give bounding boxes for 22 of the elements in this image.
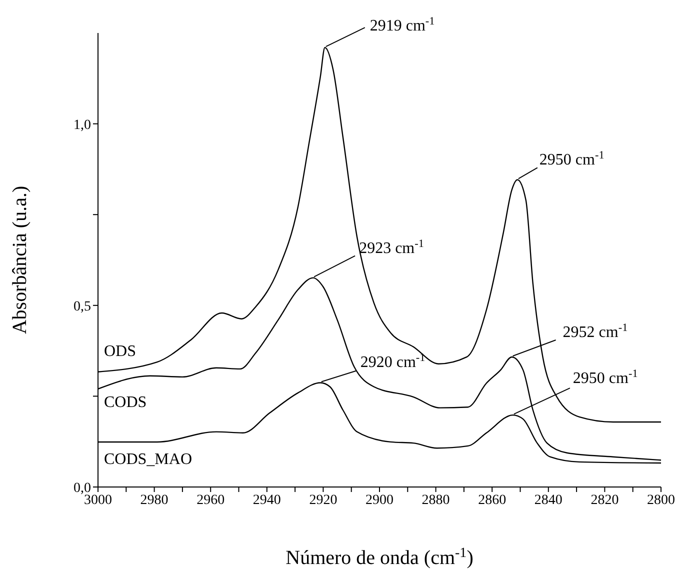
x-tick-label: 2880 bbox=[422, 492, 450, 508]
y-tick-label: 1,0 bbox=[74, 118, 91, 133]
annotation: 2952 cm$^{-1}$ bbox=[562, 322, 628, 341]
x-tick-label: 2960 bbox=[196, 492, 225, 508]
x-tick-label: 2920 bbox=[309, 492, 338, 508]
series-label: ODS bbox=[104, 342, 136, 360]
x-tick-label: 2940 bbox=[252, 492, 281, 508]
annotation: 2923 cm$^{-1}$ bbox=[359, 238, 424, 257]
x-tick-label: 2820 bbox=[590, 492, 619, 508]
y-tick-label: 0,5 bbox=[74, 299, 91, 314]
annotation: 2950 cm$^{-1}$ bbox=[572, 368, 638, 388]
x-tick-label: 2980 bbox=[140, 492, 168, 508]
x-tick-label: 2860 bbox=[478, 492, 506, 508]
annotation: 2950 cm$^{-1}$ bbox=[539, 150, 604, 169]
x-tick-label: 2800 bbox=[647, 492, 675, 508]
y-axis-title: Absorbância (u.a.) bbox=[9, 186, 31, 334]
series-label: CODS bbox=[104, 394, 147, 411]
annotation: 2919 cm$^{-1}$ bbox=[370, 16, 435, 35]
series-label: CODS_MAO bbox=[104, 450, 192, 468]
x-tick-label: 2840 bbox=[534, 492, 562, 508]
x-axis-title: Número de onda (cm$^{-1}$) bbox=[286, 546, 474, 569]
x-tick-label: 2900 bbox=[366, 492, 394, 508]
